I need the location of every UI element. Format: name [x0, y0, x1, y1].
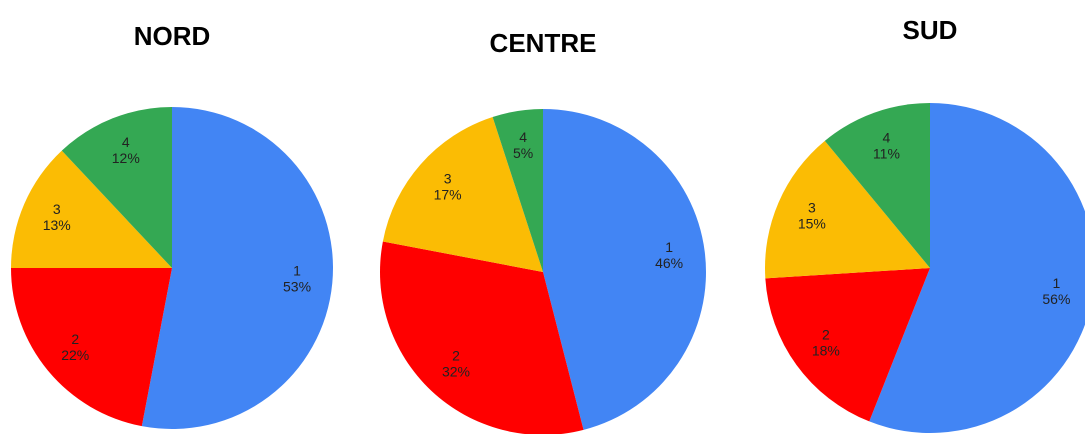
chart-title: NORD — [134, 21, 211, 51]
chart-title: CENTRE — [490, 28, 597, 58]
pie-slice — [61, 107, 172, 268]
pie-slice — [765, 268, 930, 422]
pie-slice — [543, 109, 706, 430]
slice-category-label: 4 — [883, 130, 891, 146]
slice-value-label: 18% — [812, 342, 840, 358]
slice-category-label: 4 — [122, 134, 130, 150]
slice-category-label: 2 — [71, 331, 79, 347]
slice-value-label: 13% — [43, 217, 71, 233]
slice-value-label: 56% — [1042, 291, 1070, 307]
pie-slice — [141, 107, 333, 429]
slice-category-label: 3 — [444, 171, 452, 187]
slice-category-label: 1 — [293, 263, 301, 279]
pie-slice — [382, 116, 543, 273]
chart-title: SUD — [903, 15, 958, 45]
pie-slice — [492, 109, 543, 272]
pie-slice — [764, 140, 930, 279]
slice-value-label: 15% — [798, 216, 826, 232]
slice-category-label: 2 — [452, 347, 460, 363]
slice-value-label: 12% — [112, 150, 140, 166]
slice-category-label: 3 — [808, 200, 816, 216]
pie-slice — [11, 150, 172, 268]
pie-slice — [11, 268, 172, 427]
slice-value-label: 46% — [655, 255, 683, 271]
pie-slice — [869, 103, 1085, 433]
pie-slice — [824, 103, 930, 268]
slice-value-label: 5% — [513, 145, 533, 161]
slice-value-label: 32% — [442, 363, 470, 379]
slice-category-label: 2 — [822, 326, 830, 342]
slice-category-label: 4 — [519, 129, 527, 145]
slice-value-label: 53% — [283, 279, 311, 295]
slice-category-label: 3 — [53, 201, 61, 217]
slice-value-label: 17% — [434, 187, 462, 203]
slice-category-label: 1 — [665, 239, 673, 255]
slice-value-label: 22% — [61, 347, 89, 363]
slice-category-label: 1 — [1053, 275, 1061, 291]
pie-slice — [380, 241, 584, 434]
slice-value-label: 11% — [873, 146, 900, 162]
